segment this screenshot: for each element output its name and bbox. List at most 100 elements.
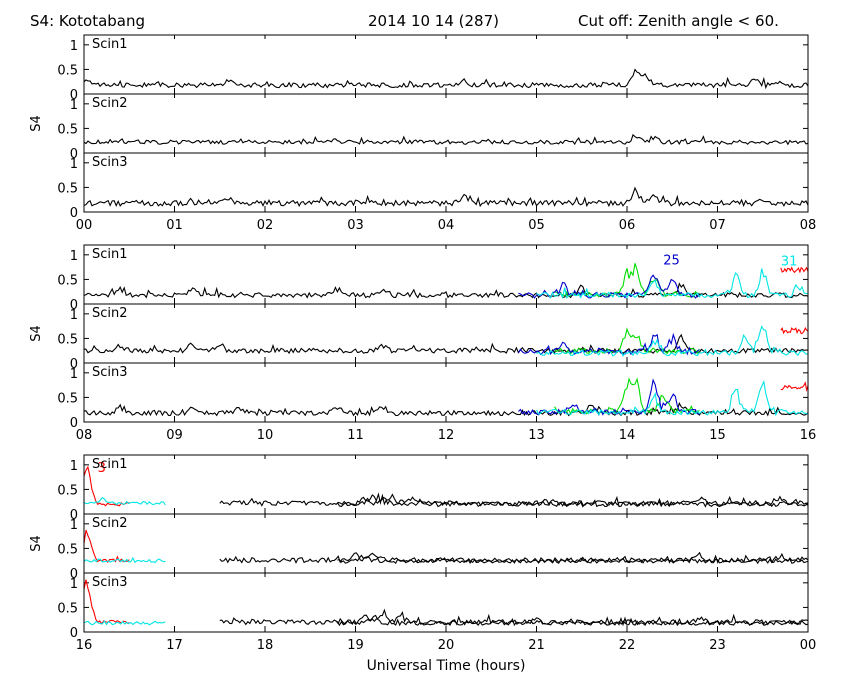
series-line-black (336, 614, 809, 627)
series-annotation: 3 (98, 461, 106, 476)
series-line-green (554, 263, 700, 298)
x-tick-label: 08 (76, 428, 93, 443)
series-line-black (83, 333, 809, 355)
series-line-cyan (536, 325, 809, 357)
y-axis-label: S4 (29, 535, 44, 552)
y-tick-label: 0 (70, 298, 78, 313)
y-tick-label: 0 (70, 206, 78, 221)
y-tick-label: 0.5 (57, 122, 78, 137)
y-tick-label: 0.5 (57, 332, 78, 347)
x-tick-label: 18 (257, 638, 274, 653)
series-line-black (219, 492, 809, 507)
x-tick-label: 19 (347, 638, 364, 653)
series-line-black (336, 495, 809, 508)
x-tick-label: 22 (619, 638, 636, 653)
series-line-black (219, 551, 809, 564)
y-tick-label: 0.5 (57, 273, 78, 288)
y-tick-label: 1 (70, 39, 78, 54)
x-tick-label: 09 (166, 428, 183, 443)
x-tick-label: 13 (528, 428, 545, 443)
y-tick-label: 0.5 (57, 542, 78, 557)
date-title: 2014 10 14 (287) (368, 12, 499, 30)
y-tick-label: 0 (70, 626, 78, 641)
x-tick-label: 16 (76, 638, 93, 653)
x-tick-label: 17 (166, 638, 183, 653)
x-tick-label: 08 (800, 218, 817, 233)
panel-label: Scin1 (92, 37, 128, 52)
y-tick-label: 1 (70, 459, 78, 474)
panel-frame (83, 93, 809, 154)
panel-label: Scin3 (92, 575, 128, 590)
x-tick-label: 15 (709, 428, 726, 443)
x-tick-label: 10 (257, 428, 274, 443)
series-line-blue (518, 378, 700, 417)
x-tick-label: 14 (619, 428, 636, 443)
y-tick-label: 1 (70, 157, 78, 172)
panel-label: Scin1 (92, 457, 128, 472)
series-line-cyan (536, 268, 809, 299)
y-tick-label: 0.5 (57, 601, 78, 616)
y-tick-label: 0.5 (57, 181, 78, 196)
series-line-black (337, 554, 809, 565)
x-tick-label: 20 (438, 638, 455, 653)
series-annotation: 31 (781, 255, 798, 270)
series-line-black (219, 608, 809, 626)
y-tick-label: 0 (70, 508, 78, 523)
x-axis-label: Universal Time (hours) (367, 658, 526, 674)
panel-label: Scin1 (92, 247, 128, 262)
y-tick-label: 0 (70, 416, 78, 431)
series-line-green (554, 377, 700, 416)
panel-label: Scin2 (92, 96, 128, 111)
x-tick-label: 07 (709, 218, 726, 233)
panel-label: Scin2 (92, 516, 128, 531)
y-tick-label: 0 (70, 567, 78, 582)
panel-label: Scin3 (92, 155, 128, 170)
station-title: S4: Kototabang (30, 12, 146, 30)
y-tick-label: 1 (70, 98, 78, 113)
x-tick-label: 02 (257, 218, 274, 233)
series-line-blue (518, 274, 700, 299)
cutoff-note: Cut off: Zenith angle < 60. (578, 12, 779, 30)
x-tick-label: 23 (709, 638, 726, 653)
y-tick-label: 0.5 (57, 391, 78, 406)
x-tick-label: 12 (438, 428, 455, 443)
x-tick-label: 05 (528, 218, 545, 233)
series-line-red (780, 266, 809, 274)
x-tick-label: 21 (528, 638, 545, 653)
panel-frame (83, 513, 809, 574)
x-tick-label: 03 (347, 218, 364, 233)
series-line-red (83, 465, 130, 507)
y-tick-label: 0 (70, 357, 78, 372)
y-tick-label: 1 (70, 518, 78, 533)
x-tick-label: 06 (619, 218, 636, 233)
series-line-red (780, 326, 809, 335)
y-axis-label: S4 (29, 115, 44, 132)
x-tick-label: 11 (347, 428, 364, 443)
panel-label: Scin3 (92, 365, 128, 380)
series-line-blue (517, 332, 700, 356)
y-tick-label: 0 (70, 147, 78, 162)
x-tick-label: 00 (800, 638, 817, 653)
y-tick-label: 1 (70, 577, 78, 592)
x-tick-label: 16 (800, 428, 817, 443)
series-line-green (554, 327, 700, 355)
panel-label: Scin2 (92, 306, 128, 321)
series-line-cyan (536, 379, 809, 417)
series-annotation: 25 (663, 254, 680, 269)
y-axis-label: S4 (29, 325, 44, 342)
series-line-red (83, 529, 130, 563)
x-tick-label: 00 (76, 218, 93, 233)
series-line-black (83, 68, 809, 90)
panel-frame (83, 454, 809, 515)
series-line-black (83, 133, 809, 146)
series-line-cyan (83, 496, 166, 506)
y-tick-label: 0 (70, 88, 78, 103)
series-line-cyan (83, 556, 166, 564)
x-tick-label: 01 (166, 218, 183, 233)
y-tick-label: 1 (70, 308, 78, 323)
panel-frame (83, 303, 809, 364)
series-line-red (780, 381, 809, 393)
y-tick-label: 1 (70, 367, 78, 382)
series-line-black (83, 282, 809, 299)
